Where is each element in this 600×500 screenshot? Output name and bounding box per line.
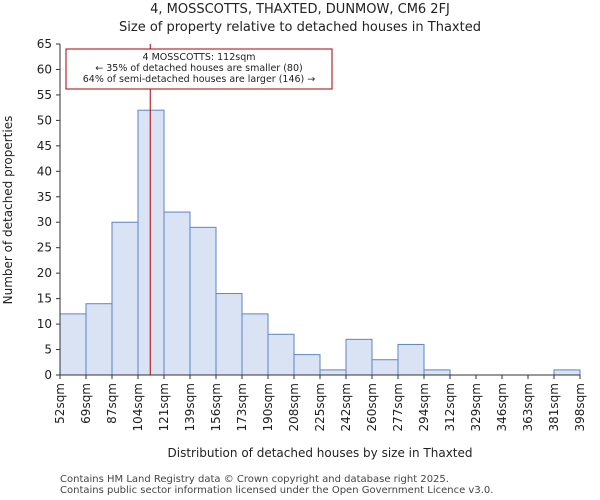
bar-208sqm	[293, 354, 321, 376]
x-tick-label: 156sqm	[209, 383, 223, 431]
bar-190sqm	[267, 333, 295, 376]
x-tick-label: 225sqm	[313, 383, 327, 431]
x-tick-label: 208sqm	[287, 383, 301, 431]
bar-69sqm	[85, 303, 113, 376]
x-tick-label: 329sqm	[469, 383, 483, 431]
x-tick-label: 363sqm	[521, 383, 535, 431]
x-tick-label: 173sqm	[235, 383, 249, 431]
annotation-line-3: 64% of semi-detached houses are larger (…	[83, 74, 316, 85]
x-tick-label: 52sqm	[53, 383, 67, 424]
y-tick-label: 45	[37, 139, 52, 153]
annotation-line-1: 4 MOSSCOTTS: 112sqm	[143, 52, 256, 63]
x-tick-label: 277sqm	[391, 383, 405, 431]
x-tick-label: 121sqm	[157, 383, 171, 431]
bar-381sqm	[553, 369, 581, 376]
x-tick-label: 87sqm	[105, 383, 119, 424]
bar-87sqm	[111, 221, 139, 376]
footer-licence: Contains public sector information licen…	[60, 485, 494, 496]
footer-copyright: Contains HM Land Registry data © Crown c…	[60, 474, 449, 485]
y-tick-label: 40	[37, 164, 52, 178]
chart-subtitle: Size of property relative to detached ho…	[119, 20, 481, 35]
y-tick-label: 65	[37, 37, 52, 51]
y-tick-label: 0	[44, 368, 52, 382]
x-tick-label: 346sqm	[495, 383, 509, 431]
bar-173sqm	[241, 313, 269, 376]
bars-layer	[59, 109, 581, 376]
annotation-line-2: ← 35% of detached houses are smaller (80…	[95, 63, 302, 74]
x-tick-label: 190sqm	[261, 383, 275, 431]
bar-104sqm	[137, 109, 165, 376]
bar-294sqm	[423, 369, 451, 376]
y-tick-label: 5	[44, 343, 52, 357]
y-tick-label: 55	[37, 88, 52, 102]
y-tick-label: 30	[37, 215, 52, 229]
bar-121sqm	[163, 211, 191, 376]
annotation-box	[65, 48, 333, 90]
bar-156sqm	[215, 293, 243, 376]
x-tick-label: 104sqm	[131, 383, 145, 431]
x-tick-label: 139sqm	[183, 383, 197, 431]
marker-layer: 4 MOSSCOTTS: 112sqm← 35% of detached hou…	[65, 44, 333, 375]
ticks-layer: 0 5 10 15 20 25 30 35 40 45 50 55 60 65 52sqm 69sqm 87sq…	[37, 37, 587, 431]
y-tick-label: 15	[37, 292, 52, 306]
x-tick-label: 381sqm	[547, 383, 561, 431]
x-tick-label: 312sqm	[443, 383, 457, 431]
x-axis-label: Distribution of detached houses by size …	[168, 446, 473, 460]
x-tick-label: 294sqm	[417, 383, 431, 431]
bar-52sqm	[59, 313, 87, 376]
x-tick-label: 69sqm	[79, 383, 93, 424]
y-tick-label: 60	[37, 62, 52, 76]
chart-title: 4, MOSSCOTTS, THAXTED, DUNMOW, CM6 2FJ	[150, 2, 450, 17]
y-tick-label: 20	[37, 266, 52, 280]
x-tick-label: 398sqm	[573, 383, 587, 431]
bar-277sqm	[397, 343, 425, 376]
y-tick-label: 35	[37, 190, 52, 204]
x-tick-label: 260sqm	[365, 383, 379, 431]
bar-139sqm	[189, 226, 217, 376]
bar-225sqm	[319, 369, 347, 376]
y-tick-label: 50	[37, 113, 52, 127]
y-tick-label: 10	[37, 317, 52, 331]
x-tick-label: 242sqm	[339, 383, 353, 431]
y-tick-label: 25	[37, 241, 52, 255]
y-axis-label: Number of detached properties	[1, 116, 15, 305]
bar-242sqm	[345, 338, 373, 376]
bar-260sqm	[371, 359, 399, 376]
